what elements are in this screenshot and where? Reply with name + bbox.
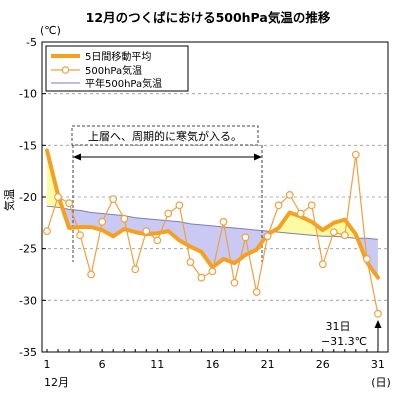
x-tick-label: 31: [371, 358, 385, 371]
chart-title: 12月のつくばにおける500hPa気温の推移: [86, 10, 331, 25]
y-unit-label: (℃): [40, 24, 61, 37]
y-tick-label: -10: [19, 88, 37, 101]
temperature-point: [120, 214, 129, 223]
below-normal-fill: [62, 208, 273, 268]
temperature-point: [340, 231, 349, 240]
temperature-point: [87, 270, 95, 279]
temperature-point: [65, 199, 73, 208]
y-tick-label: -30: [19, 294, 37, 307]
temperature-point: [219, 217, 228, 226]
legend: 5日間移動平均 500hPa気温 平年500hPa気温: [45, 45, 189, 92]
minimum-annotation: 31日 −31.3℃: [321, 320, 382, 349]
temperature-point: [76, 231, 84, 240]
temperature-point: [131, 265, 140, 274]
y-tick-label: -5: [26, 36, 37, 49]
temperature-point: [318, 260, 327, 269]
minimum-arrow-head: [374, 320, 382, 328]
temperature-point: [54, 193, 62, 201]
x-tick-label: 21: [261, 358, 275, 371]
temperature-point: [296, 209, 305, 218]
x-unit-label: (日): [371, 376, 391, 389]
gridlines: [42, 93, 388, 301]
temperature-point: [109, 195, 118, 204]
temperature-point: [230, 278, 239, 287]
y-tick-label: -15: [19, 139, 37, 152]
x-tick-label: 11: [150, 358, 164, 371]
x-tick-label: 1: [44, 358, 51, 371]
temperature-point: [98, 217, 107, 226]
temperature-point: [43, 227, 51, 236]
y-axis-label: 気温: [2, 189, 16, 211]
series-points: [43, 150, 382, 318]
temperature-point: [274, 201, 283, 210]
temperature-point: [285, 190, 294, 199]
legend-moving-average-label: 5日間移動平均: [85, 50, 151, 63]
x-tick-label: 6: [99, 358, 106, 371]
temperature-point: [263, 232, 272, 241]
minimum-value-label: −31.3℃: [321, 335, 367, 348]
moving-average-line: [45, 148, 380, 280]
temperature-point: [186, 258, 195, 267]
x-tick-label: 16: [205, 358, 219, 371]
above-normal-fill: [47, 150, 63, 209]
temperature-point: [374, 309, 382, 318]
annotation-box: [71, 125, 259, 146]
y-tick-label: -25: [19, 243, 37, 256]
temperature-point: [241, 233, 250, 242]
temperature-point: [164, 209, 173, 218]
temperature-point: [175, 201, 184, 210]
temperature-point: [142, 227, 151, 236]
temperature-point: [351, 150, 360, 159]
x-tick-label: 26: [316, 358, 330, 371]
temperature-point: [208, 267, 217, 276]
cold-air-annotation: 上層へ、周期的に寒気が入る。: [71, 125, 263, 262]
temperature-point: [252, 288, 261, 297]
annotation-text: 上層へ、周期的に寒気が入る。: [88, 129, 242, 143]
temperature-point: [197, 273, 206, 282]
x-month-label: 12月: [44, 376, 69, 389]
axis-ticks: -5-10-15-20-25-30-351 6 11 16 21 26 31: [19, 36, 385, 371]
y-tick-label: -35: [19, 346, 37, 359]
period-arrow-left-head: [73, 153, 81, 161]
temperature-point: [329, 228, 338, 237]
legend-temperature-label: 500hPa気温: [85, 64, 142, 77]
temperature-point: [307, 201, 316, 210]
normal-temperature-line: [46, 205, 378, 240]
period-arrow-right-head: [254, 153, 262, 161]
temperature-point: [153, 236, 162, 245]
temperature-point: [363, 255, 371, 263]
y-tick-label: -20: [19, 191, 37, 204]
legend-temperature-marker: [61, 66, 70, 74]
minimum-day-label: 31日: [326, 320, 351, 333]
legend-normal-label: 平年500hPa気温: [85, 77, 162, 90]
